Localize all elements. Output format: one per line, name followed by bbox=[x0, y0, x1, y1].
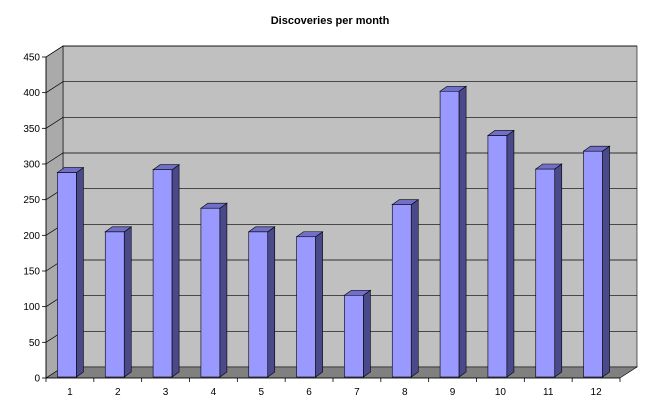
gridline bbox=[45, 81, 637, 93]
bar bbox=[152, 164, 181, 378]
y-tick-label: 450 bbox=[23, 53, 40, 64]
y-tick-label: 0 bbox=[34, 374, 40, 385]
bar-top bbox=[343, 289, 372, 296]
y-tick-label: 350 bbox=[23, 124, 40, 135]
bar-top bbox=[439, 85, 468, 92]
y-tick-label: 400 bbox=[23, 88, 40, 99]
bar-side bbox=[363, 289, 371, 378]
x-tick-label: 2 bbox=[115, 387, 121, 398]
bar-top bbox=[152, 164, 181, 171]
bar bbox=[56, 166, 85, 378]
y-tick-label: 150 bbox=[23, 267, 40, 278]
x-tick-label: 11 bbox=[543, 387, 554, 398]
bar-front bbox=[487, 135, 508, 378]
y-tick-label: 200 bbox=[23, 231, 40, 242]
bar bbox=[582, 145, 611, 378]
bar-side bbox=[76, 166, 84, 378]
bar-top bbox=[199, 202, 228, 209]
y-tick-label: 100 bbox=[23, 302, 40, 313]
x-tick-label: 1 bbox=[67, 387, 73, 398]
gridline bbox=[45, 45, 637, 58]
bar bbox=[199, 202, 228, 378]
bar-front bbox=[152, 169, 173, 378]
bar-front bbox=[439, 90, 460, 378]
bar-side bbox=[554, 163, 563, 378]
bar-side bbox=[315, 231, 323, 378]
bar bbox=[439, 85, 468, 378]
bar-top bbox=[391, 199, 420, 205]
bar-side bbox=[458, 85, 467, 378]
bar-side bbox=[602, 145, 610, 378]
x-tick-label: 4 bbox=[211, 387, 217, 398]
bar-front bbox=[200, 207, 221, 378]
x-tick-label: 6 bbox=[306, 387, 312, 398]
bar bbox=[486, 129, 515, 378]
bar-front bbox=[248, 231, 269, 378]
bar bbox=[247, 226, 276, 378]
bar-side bbox=[171, 164, 180, 378]
bar bbox=[391, 199, 420, 378]
bar bbox=[104, 226, 133, 378]
bar-front bbox=[104, 231, 125, 378]
bar-top bbox=[56, 167, 85, 173]
chart-title: Discoveries per month bbox=[271, 15, 390, 27]
x-tick-label: 5 bbox=[258, 387, 264, 398]
x-tick-label: 7 bbox=[354, 387, 360, 398]
x-tick-label: 9 bbox=[450, 387, 456, 398]
y-tick-label: 50 bbox=[29, 338, 41, 349]
y-tick-label: 300 bbox=[23, 160, 40, 171]
bar bbox=[343, 289, 372, 378]
bar-side bbox=[267, 226, 276, 378]
bar bbox=[534, 163, 563, 378]
bar-front bbox=[583, 150, 603, 378]
bar-top bbox=[295, 231, 324, 238]
bar-side bbox=[506, 129, 515, 378]
bar-top bbox=[582, 145, 611, 152]
y-tick-label: 250 bbox=[23, 195, 40, 206]
bar-front bbox=[57, 172, 77, 378]
bar-top bbox=[104, 226, 133, 233]
bar-side bbox=[410, 199, 419, 378]
bar-side bbox=[219, 202, 228, 378]
x-tick-label: 8 bbox=[402, 387, 408, 398]
bar-front bbox=[296, 236, 316, 378]
bar-top bbox=[247, 226, 276, 233]
bar-top bbox=[486, 130, 515, 136]
x-tick-label: 12 bbox=[591, 387, 603, 398]
bar-side bbox=[123, 226, 132, 378]
bar-front bbox=[391, 204, 412, 378]
bar bbox=[295, 231, 324, 378]
bar-front bbox=[344, 294, 364, 378]
bar-top bbox=[534, 163, 563, 170]
bar-front bbox=[535, 168, 556, 378]
x-tick-label: 3 bbox=[163, 387, 169, 398]
x-tick-label: 10 bbox=[495, 387, 507, 398]
